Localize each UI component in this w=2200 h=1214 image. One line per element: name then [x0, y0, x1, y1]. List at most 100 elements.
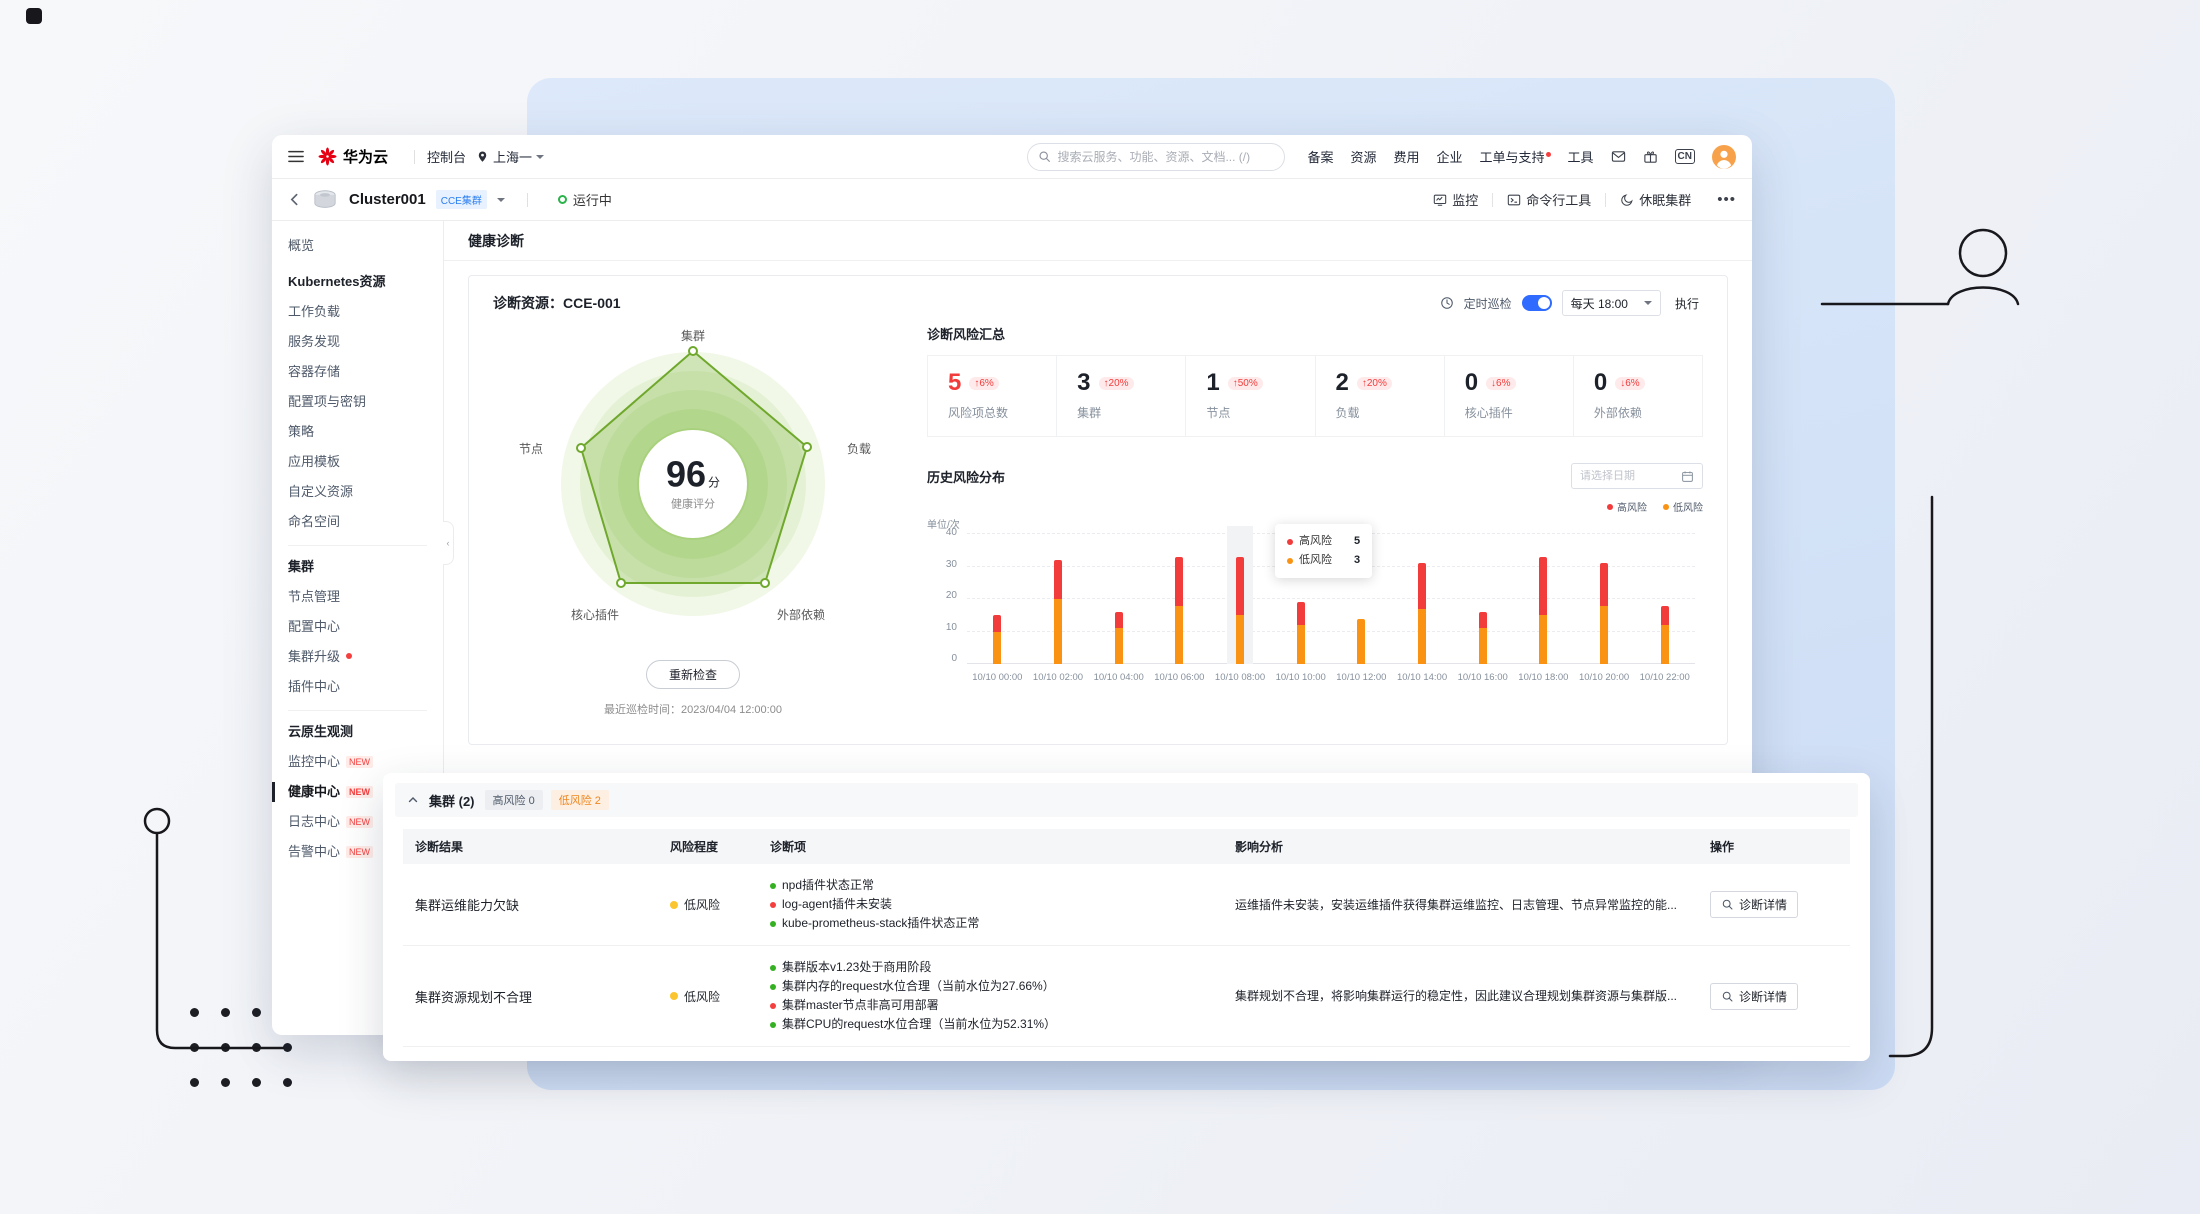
huawei-cloud-logo[interactable]: 华为云	[318, 146, 388, 167]
diagnosis-detail-button[interactable]: 诊断详情	[1710, 982, 1799, 1010]
mail-icon[interactable]	[1611, 149, 1626, 164]
diagnosis-detail-button[interactable]: 诊断详情	[1710, 891, 1799, 918]
diagnosis-resource-title: 诊断资源：CCE-001	[493, 295, 621, 311]
divider	[526, 192, 528, 207]
sidebar-item-12[interactable]: 配置中心	[272, 612, 443, 642]
diagnosis-item: 集群master节点非高可用部署	[770, 996, 1211, 1015]
status-dot-icon	[770, 1002, 776, 1009]
bar-group[interactable]	[1452, 534, 1513, 664]
bar-group[interactable]	[1270, 534, 1331, 664]
diagnosis-result-cell: 集群资源规划不合理	[415, 989, 533, 1005]
risk-stat-5: 0 ↓6% 外部依赖	[1572, 356, 1702, 436]
decor-dot	[221, 1043, 230, 1052]
bar-group[interactable]	[1028, 534, 1089, 664]
topbar-menu-item-1[interactable]: 资源	[1350, 150, 1377, 165]
hamburger-menu-icon[interactable]	[288, 150, 304, 163]
region-selector[interactable]: 上海一	[476, 147, 545, 166]
sidebar-item-label: 日志中心	[288, 814, 341, 829]
sidebar-item-9[interactable]: 命名空间	[272, 507, 443, 537]
date-picker[interactable]	[1571, 463, 1703, 489]
sidebar-item-19[interactable]: 告警中心 NEW	[272, 837, 443, 867]
sidebar-collapse-handle[interactable]: ‹	[443, 521, 454, 565]
sidebar-item-13[interactable]: 集群升级	[272, 642, 443, 672]
sidebar-item-11[interactable]: 节点管理	[272, 582, 443, 612]
legend-item[interactable]: 低风险	[1663, 499, 1703, 514]
topbar-menu-item-2[interactable]: 费用	[1393, 150, 1420, 165]
region-label: 上海一	[493, 150, 533, 165]
divider	[414, 149, 416, 164]
search-input[interactable]	[1057, 149, 1275, 164]
diagnosis-item-text: 集群内存的request水位合理（当前水位为27.66%）	[782, 979, 1055, 993]
diagnosis-item-text: kube-prometheus-stack插件状态正常	[782, 916, 980, 930]
bar-group[interactable]	[1574, 534, 1635, 664]
back-icon[interactable]	[288, 193, 301, 206]
risk-table-panel: 集群 (2) 高风险 0 低风险 2 诊断结果 风险程度 诊断项 影响分析 操作 集群运维…	[383, 773, 1870, 1061]
topbar-menu-item-0[interactable]: 备案	[1307, 150, 1334, 165]
cluster-action-2[interactable]: 休眠集群	[1620, 190, 1691, 209]
diagnosis-item-text: 集群版本v1.23处于商用阶段	[782, 960, 932, 974]
console-link[interactable]: 控制台	[427, 150, 467, 165]
chevron-down-icon[interactable]	[496, 197, 505, 206]
gift-icon[interactable]	[1643, 149, 1658, 164]
sidebar-item-17[interactable]: 健康中心 NEW	[272, 777, 443, 807]
risk-count-badge[interactable]: 高风险 0	[484, 790, 543, 810]
sidebar-item-4[interactable]: 容器存储	[272, 357, 443, 387]
low-risk-segment	[1114, 628, 1123, 664]
legend-label: 低风险	[1673, 503, 1703, 514]
sidebar-item-2[interactable]: 工作负载	[272, 297, 443, 327]
chevron-up-icon[interactable]	[407, 794, 419, 806]
schedule-time-select[interactable]: 每天 18:00	[1561, 290, 1661, 316]
cluster-action-1[interactable]: 命令行工具	[1507, 190, 1591, 209]
more-actions-icon[interactable]: •••	[1717, 191, 1736, 208]
schedule-toggle[interactable]	[1521, 295, 1552, 311]
risk-group-header[interactable]: 集群 (2) 高风险 0 低风险 2	[395, 783, 1858, 817]
sidebar-item-3[interactable]: 服务发现	[272, 327, 443, 357]
stat-label: 节点	[1206, 406, 1231, 420]
bar-group[interactable]	[1392, 534, 1453, 664]
legend-item[interactable]: 高风险	[1607, 499, 1647, 514]
clock-icon	[1440, 296, 1454, 310]
recheck-button[interactable]: 重新检查	[645, 660, 740, 689]
sidebar-item-16[interactable]: 监控中心 NEW	[272, 747, 443, 777]
sidebar-item-18[interactable]: 日志中心 NEW	[272, 807, 443, 837]
diagnosis-item: 集群版本v1.23处于商用阶段	[770, 958, 1211, 977]
sidebar-item-label: Kubernetes资源	[288, 274, 386, 289]
sidebar-item-label: 应用模板	[288, 454, 341, 469]
bar-group[interactable]	[967, 534, 1028, 664]
topbar-menu-item-3[interactable]: 企业	[1436, 150, 1463, 165]
global-search[interactable]	[1027, 142, 1286, 171]
risk-count-badge[interactable]: 低风险 2	[550, 790, 609, 810]
avatar[interactable]	[1712, 144, 1736, 169]
risk-badges: 高风险 0 低风险 2	[484, 790, 609, 810]
sidebar-item-7[interactable]: 应用模板	[272, 447, 443, 477]
low-risk-segment	[1660, 625, 1669, 664]
sidebar-item-8[interactable]: 自定义资源	[272, 477, 443, 507]
bar-group[interactable]	[1634, 534, 1695, 664]
language-toggle[interactable]: CN	[1674, 149, 1695, 164]
topbar-menu-item-5[interactable]: 工具	[1567, 150, 1594, 165]
stat-label: 集群	[1077, 406, 1102, 420]
bar-group[interactable]	[1513, 534, 1574, 664]
bar-group[interactable]	[1149, 534, 1210, 664]
stacked-bar	[1478, 534, 1487, 664]
bar-group[interactable]	[1210, 534, 1271, 664]
bar-group[interactable]	[1088, 534, 1149, 664]
x-axis-label: 10/10 02:00	[1032, 672, 1084, 683]
decor-dot	[221, 1078, 230, 1087]
bar-group[interactable]	[1331, 534, 1392, 664]
x-axis-label: 10/10 12:00	[1336, 672, 1387, 683]
risk-stat-4: 0 ↓6% 核心插件	[1443, 356, 1573, 436]
diagnosis-item: kube-prometheus-stack插件状态正常	[770, 914, 1211, 933]
sidebar-item-6[interactable]: 策略	[272, 417, 443, 447]
legend-dot-icon	[1663, 503, 1669, 510]
column-header: 影响分析	[1235, 840, 1284, 854]
sidebar-item-0[interactable]: 概览	[272, 231, 443, 261]
sidebar-item-5[interactable]: 配置项与密钥	[272, 387, 443, 417]
sidebar-section-15: 云原生观测	[272, 717, 443, 747]
high-risk-segment	[1539, 556, 1548, 616]
date-input[interactable]	[1580, 470, 1675, 482]
run-button[interactable]: 执行	[1674, 296, 1699, 311]
cluster-action-0[interactable]: 监控	[1433, 190, 1478, 209]
topbar-menu-item-4[interactable]: 工单与支持	[1480, 147, 1551, 166]
sidebar-item-14[interactable]: 插件中心	[272, 672, 443, 702]
